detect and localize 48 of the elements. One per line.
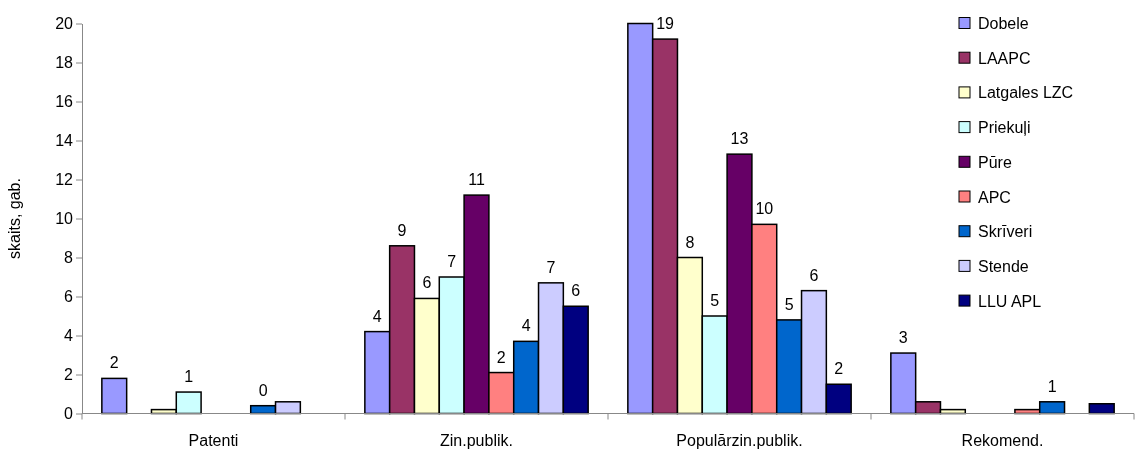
y-tick-label: 18 <box>55 54 74 72</box>
data-label: 4 <box>521 317 531 335</box>
data-label: 1 <box>184 368 194 386</box>
data-label: 2 <box>109 354 119 372</box>
data-label: 5 <box>710 292 720 309</box>
data-label: 9 <box>397 221 407 239</box>
x-tick-label: Zin.publik. <box>440 431 513 449</box>
y-tick-label: 0 <box>64 405 74 423</box>
data-label: 5 <box>784 295 794 313</box>
legend-label: Skrīveri <box>978 223 1033 241</box>
data-label: 2 <box>496 348 506 366</box>
y-tick-label: 16 <box>55 93 74 111</box>
legend-label: Latgales LZC <box>978 84 1074 102</box>
legend-label: APC <box>978 188 1011 206</box>
legend-label: Pūre <box>978 153 1012 171</box>
data-label: 8 <box>685 233 695 251</box>
y-tick-label: 20 <box>55 15 74 33</box>
data-label: 4 <box>372 307 382 325</box>
legend-label: Priekuļi <box>978 119 1031 137</box>
data-label: 6 <box>422 274 432 292</box>
y-tick-label: 6 <box>64 288 74 306</box>
bar <box>101 377 128 415</box>
legend-label: Stende <box>978 257 1029 275</box>
legend-label: Dobele <box>978 15 1029 32</box>
x-tick-label: Patenti <box>188 431 239 449</box>
y-tick-label: 2 <box>64 366 74 384</box>
y-tick-label: 4 <box>64 327 74 345</box>
data-label: 11 <box>468 171 485 189</box>
legend-label: LAAPC <box>978 49 1031 67</box>
y-tick-label: 12 <box>55 171 74 189</box>
data-label: 2 <box>834 360 844 378</box>
legend-label: LLU APL <box>978 292 1042 310</box>
y-tick-label: 10 <box>55 210 74 228</box>
data-label: 7 <box>447 253 457 270</box>
y-tick-label: 8 <box>64 249 74 267</box>
x-tick-label: Rekomend. <box>961 431 1044 449</box>
x-tick-label: Populārzin.publik. <box>676 431 803 449</box>
data-label: 0 <box>258 381 268 399</box>
data-label: 1 <box>1047 377 1057 395</box>
data-label: 6 <box>809 266 819 284</box>
data-label: 13 <box>730 130 749 148</box>
y-tick-label: 14 <box>55 132 74 150</box>
data-label: 19 <box>656 15 675 33</box>
data-label: 7 <box>546 258 556 276</box>
data-label: 3 <box>898 329 908 347</box>
y-axis-title: skaits, gab. <box>6 178 23 259</box>
data-label: 6 <box>571 282 581 300</box>
data-label: 10 <box>755 200 774 218</box>
